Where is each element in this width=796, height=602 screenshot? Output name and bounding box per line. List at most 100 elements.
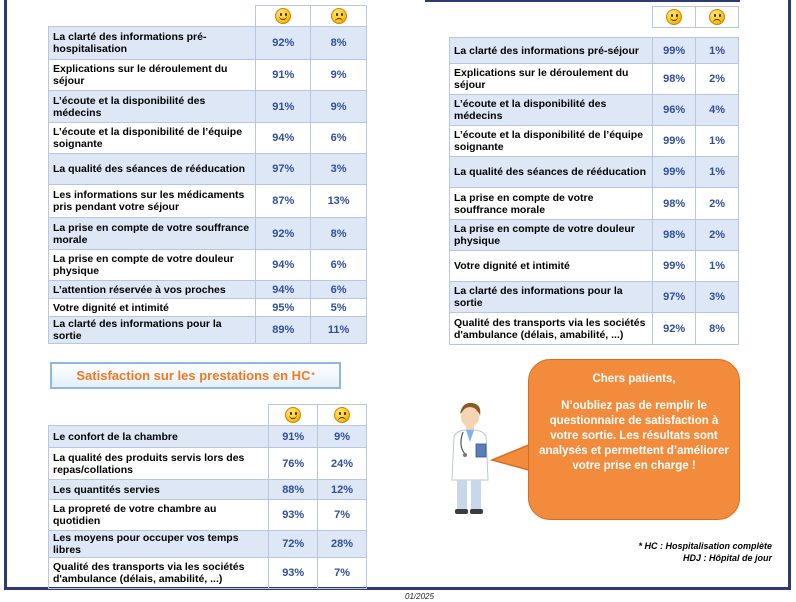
- satisfied-percent: 99%: [652, 37, 697, 64]
- satisfied-percent: 96%: [652, 94, 697, 126]
- satisfied-percent: 94%: [255, 249, 312, 281]
- row-label: La clarté des informations pré-séjour: [448, 37, 654, 64]
- table-row: La qualité des séances de rééducation 97%…: [47, 153, 367, 185]
- unsatisfied-percent: 8%: [310, 217, 367, 250]
- reminder-speech-bubble: Chers patients, N’oubliez pas de remplir…: [528, 359, 740, 520]
- row-label: La prise en compte de votre souffrance m…: [47, 217, 257, 250]
- table-header-row: [450, 6, 739, 28]
- smiley-satisfied-icon: [275, 8, 292, 24]
- unsatisfied-percent: 6%: [310, 122, 367, 154]
- table-row: Explications sur le déroulement du séjou…: [448, 63, 739, 95]
- unsatisfied-percent: 2%: [695, 219, 739, 251]
- unsatisfied-percent: 12%: [317, 479, 367, 500]
- table-row: L’écoute et la disponibilité de l’équipe…: [47, 122, 367, 154]
- satisfied-percent: 97%: [652, 281, 697, 313]
- unsatisfied-percent: 1%: [695, 250, 739, 282]
- row-label: L’attention réservée à vos proches: [47, 280, 257, 299]
- satisfied-percent: 76%: [268, 447, 319, 480]
- unsatisfied-percent: 3%: [695, 281, 739, 313]
- footer-date: 01/2025: [405, 592, 434, 601]
- frame-border-bottom: [4, 587, 791, 590]
- satisfied-percent: 93%: [268, 499, 319, 531]
- section-title-marker: *: [311, 371, 315, 380]
- table-row: La qualité des séances de rééducation 99%…: [448, 156, 739, 188]
- note-hc: * HC : Hospitalisation complète: [638, 541, 772, 551]
- doctor-illustration: [451, 402, 489, 514]
- satisfaction-table-hc: Le confort de la chambre 91% 9% La qualité …: [47, 404, 367, 589]
- row-label: L’écoute et la disponibilité des médecin…: [47, 90, 257, 123]
- satisfied-percent: 91%: [255, 90, 312, 123]
- table-row: Le confort de la chambre 91% 9%: [47, 425, 367, 448]
- smiley-unsatisfied-icon: [709, 9, 726, 25]
- satisfied-percent: 91%: [255, 59, 312, 91]
- satisfied-percent: 92%: [255, 26, 312, 60]
- table-row: La qualité des produits servis lors des …: [47, 447, 367, 480]
- unsatisfied-percent: 4%: [695, 94, 739, 126]
- table-row: Les quantités servies 88% 12%: [47, 479, 367, 500]
- table-row: L’écoute et la disponibilité des médecin…: [47, 90, 367, 123]
- row-label: Votre dignité et intimité: [47, 298, 257, 317]
- row-label: Le confort de la chambre: [47, 425, 270, 448]
- row-label: La prise en compte de votre douleur phys…: [47, 249, 257, 281]
- table-header-row: [49, 404, 367, 426]
- smiley-unsatisfied-icon: [334, 407, 351, 423]
- unsatisfied-percent: 11%: [310, 316, 367, 344]
- row-label: Qualité des transports via les sociétés …: [47, 557, 270, 589]
- table-row: La prise en compte de votre souffrance m…: [47, 217, 367, 250]
- row-label: La clarté des informations pour la sorti…: [47, 316, 257, 344]
- unsatisfied-percent: 9%: [310, 59, 367, 91]
- satisfied-percent: 99%: [652, 156, 697, 188]
- row-label: Votre dignité et intimité: [448, 250, 654, 282]
- satisfaction-table-right: La clarté des informations pré-séjour 99%…: [448, 6, 739, 345]
- table-row: La prise en compte de votre souffrance m…: [448, 187, 739, 220]
- table-row: Votre dignité et intimité 99% 1%: [448, 250, 739, 282]
- row-label: Les quantités servies: [47, 479, 270, 500]
- table-row: L’attention réservée à vos proches 94% 6%: [47, 280, 367, 299]
- table-row: La clarté des informations pour la sorti…: [448, 281, 739, 313]
- satisfied-percent: 92%: [255, 217, 312, 250]
- satisfied-percent: 72%: [268, 530, 319, 558]
- bubble-message: N’oubliez pas de remplir le questionnair…: [539, 400, 729, 472]
- satisfied-percent: 89%: [255, 316, 312, 344]
- abbreviation-notes: * HC : Hospitalisation complète HDJ : Hô…: [560, 540, 772, 564]
- unsatisfied-percent: 9%: [310, 90, 367, 123]
- unsatisfied-percent: 8%: [695, 312, 739, 345]
- row-label: L’écoute et la disponibilité de l’équipe…: [47, 122, 257, 154]
- row-label: L’écoute et la disponibilité des médecin…: [448, 94, 654, 126]
- smiley-unsatisfied-icon: [330, 8, 347, 24]
- row-label: Qualité des transports via les sociétés …: [448, 312, 654, 345]
- row-label: Les informations sur les médicaments pri…: [47, 184, 257, 218]
- table-row: La clarté des informations pour la sorti…: [47, 316, 367, 344]
- table-row: Qualité des transports via les sociétés …: [448, 312, 739, 345]
- row-label: La clarté des informations pour la sorti…: [448, 281, 654, 313]
- unsatisfied-percent: 8%: [310, 26, 367, 60]
- table-row: Explications sur le déroulement du séjou…: [47, 59, 367, 91]
- table-row: Les informations sur les médicaments pri…: [47, 184, 367, 218]
- satisfied-percent: 98%: [652, 219, 697, 251]
- unsatisfied-percent: 1%: [695, 156, 739, 188]
- satisfied-percent: 87%: [255, 184, 312, 218]
- section-title-text: Satisfaction sur les prestations en HC: [76, 368, 311, 383]
- table-row: La clarté des informations pré-hospitali…: [47, 26, 367, 60]
- frame-border-left: [4, 0, 7, 590]
- satisfied-percent: 93%: [268, 557, 319, 589]
- satisfied-percent: 94%: [255, 122, 312, 154]
- unsatisfied-percent: 1%: [695, 125, 739, 157]
- table-row: Votre dignité et intimité 95% 5%: [47, 298, 367, 317]
- row-label: La propreté de votre chambre au quotidie…: [47, 499, 270, 531]
- unsatisfied-percent: 28%: [317, 530, 367, 558]
- satisfaction-table-left: La clarté des informations pré-hospitali…: [47, 5, 367, 344]
- row-label: La prise en compte de votre souffrance m…: [448, 187, 654, 220]
- satisfied-percent: 94%: [255, 280, 312, 299]
- row-label: Les moyens pour occuper vos temps libres: [47, 530, 270, 558]
- unsatisfied-percent: 6%: [310, 280, 367, 299]
- table-row: Les moyens pour occuper vos temps libres…: [47, 530, 367, 558]
- row-label: La qualité des séances de rééducation: [47, 153, 257, 185]
- row-label: Explications sur le déroulement du séjou…: [448, 63, 654, 95]
- unsatisfied-percent: 5%: [310, 298, 367, 317]
- row-label: L’écoute et la disponibilité de l’équipe…: [448, 125, 654, 157]
- satisfied-percent: 99%: [652, 125, 697, 157]
- unsatisfied-percent: 24%: [317, 447, 367, 480]
- unsatisfied-percent: 6%: [310, 249, 367, 281]
- smiley-satisfied-icon: [285, 407, 302, 423]
